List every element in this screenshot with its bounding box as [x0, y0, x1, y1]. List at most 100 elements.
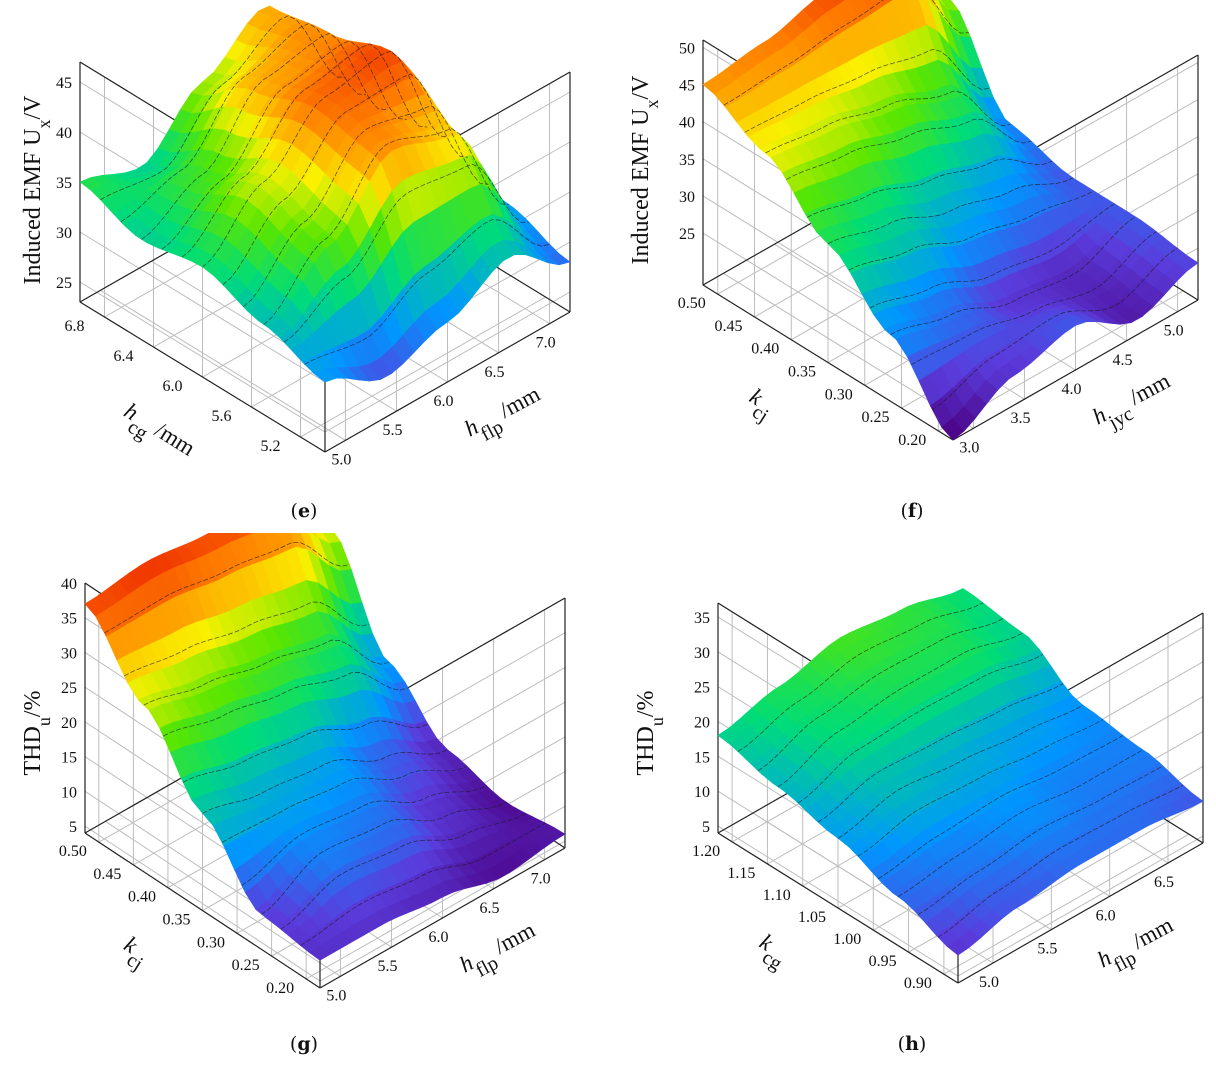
axis-edge — [319, 847, 566, 989]
y-tick-label: 0.45 — [93, 866, 121, 883]
axis-edge — [952, 299, 1199, 441]
x-tick-label: 5.0 — [1164, 323, 1184, 340]
tick-labels: 5.0 5.5 6.0 6.5 7.0 5.2 5.6 6.0 6.4 6.8 25 30 35 40 45 — [56, 75, 556, 468]
z-axis-title-unit: /% — [633, 691, 659, 718]
z-axis-title-sub: x — [34, 120, 54, 129]
contour-line — [911, 231, 1157, 365]
contour-line — [837, 704, 1084, 839]
z-tick-label: 25 — [61, 680, 77, 697]
y-tick-label: 1.20 — [692, 843, 720, 860]
y-tick-label: 1.00 — [833, 931, 861, 948]
contour-line — [202, 50, 448, 268]
z-tick-label: 25 — [679, 226, 695, 243]
contour-line — [304, 219, 550, 365]
z-tick-label: 15 — [61, 750, 77, 767]
x-tick-label: 5.0 — [326, 987, 346, 1004]
y-tick-label: 0.90 — [904, 975, 932, 992]
surface-chart-e: 5.0 5.5 6.0 6.5 7.0 5.2 5.6 6.0 6.4 6.8 25 30 35 40 45… — [20, 5, 571, 468]
z-tick-label: 5 — [69, 819, 77, 836]
x-tick-label: 5.5 — [382, 422, 402, 439]
y-tick-label: 6.0 — [163, 378, 183, 395]
z-tick-label: 20 — [61, 715, 77, 732]
z-axis-title-main: Induced EMF U — [628, 109, 654, 265]
z-tick-label: 35 — [56, 175, 72, 192]
x-tick-label: 5.5 — [377, 958, 397, 975]
y-tick-label: 6.4 — [114, 348, 134, 365]
z-axis-title-sub: u — [647, 717, 667, 726]
contour-line — [744, 48, 990, 133]
axis-edge — [957, 842, 1204, 984]
tick-labels: 5.0 5.5 6.0 6.5 7.0 0.20 0.25 0.30 0.35 0.40 0.45 0… — [59, 576, 551, 1004]
y-tick-label: 0.95 — [869, 953, 897, 970]
chart-panel-f: 3.0 3.5 4.0 4.5 5.0 0.20 0.25 0.30 0.35 0.40 0.45 0… — [608, 0, 1216, 533]
tick-labels: 3.0 3.5 4.0 4.5 5.0 0.20 0.25 0.30 0.35 0.40 0.45 0… — [678, 40, 1184, 456]
contour-line — [243, 105, 489, 308]
contour-line — [104, 541, 350, 634]
contour-line — [797, 654, 1044, 804]
contour-line — [161, 40, 407, 250]
x-tick-label: 6.5 — [1154, 874, 1174, 891]
z-tick-label: 5 — [702, 819, 710, 836]
contour-line — [817, 683, 1064, 823]
contour-line — [280, 813, 526, 930]
x-axis-title-unit: /mm — [490, 381, 544, 426]
x-tick-label: 4.0 — [1062, 381, 1082, 398]
z-axis-title-sub: x — [642, 100, 662, 109]
z-tick-label: 35 — [679, 152, 695, 169]
y-axis-title: kcj — [114, 932, 154, 976]
contour-line — [897, 749, 1144, 898]
tick-labels: 5.0 5.5 6.0 6.5 0.90 0.95 1.00 1.05 1.10 1.15 1.20… — [692, 610, 1174, 992]
contour-line — [221, 765, 468, 843]
surface — [702, 0, 1199, 441]
contour-line — [182, 720, 429, 783]
x-axis-title-unit: /mm — [1120, 368, 1174, 413]
z-tick-label: 40 — [61, 576, 77, 593]
x-tick-label: 3.5 — [1010, 410, 1030, 427]
contour-line — [222, 73, 468, 285]
surface — [84, 533, 566, 961]
y-tick-label: 0.40 — [128, 889, 156, 906]
contour-line — [100, 15, 346, 200]
surface — [717, 588, 1204, 956]
y-tick-label: 0.40 — [751, 341, 779, 358]
z-axis-title: THDu/% — [20, 691, 54, 776]
z-axis-title-unit: /V — [628, 75, 654, 100]
contour-line — [120, 23, 366, 223]
y-tick-label: 0.45 — [714, 318, 742, 335]
y-axis-title-unit: /mm — [146, 414, 200, 461]
caption-label-f: f — [907, 500, 917, 522]
y-tick-label: 1.05 — [798, 909, 826, 926]
y-tick-label: 0.50 — [59, 843, 87, 860]
contour-line — [937, 784, 1184, 938]
y-axis-title: kcg — [750, 929, 794, 975]
y-tick-label: 0.20 — [898, 432, 926, 449]
surface-patch — [941, 418, 965, 441]
x-tick-label: 3.0 — [959, 439, 979, 456]
z-tick-label: 20 — [694, 714, 710, 731]
caption-h: (h) — [897, 1033, 927, 1055]
surface-patch — [313, 368, 337, 383]
surface-patch — [946, 938, 970, 956]
x-axis-title: hflp /mm — [460, 381, 549, 451]
y-tick-label: 5.2 — [261, 438, 281, 455]
x-tick-label: 6.0 — [1096, 907, 1116, 924]
z-tick-label: 30 — [694, 645, 710, 662]
contour-line — [807, 158, 1053, 218]
contour-line — [777, 632, 1024, 788]
z-tick-label: 35 — [61, 611, 77, 628]
contour-line — [241, 785, 487, 886]
contour-line — [143, 639, 389, 706]
x-tick-label: 7.0 — [531, 871, 551, 888]
axis-edge — [79, 301, 326, 453]
z-tick-label: 10 — [694, 784, 710, 801]
y-tick-label: 0.25 — [232, 957, 260, 974]
z-axis-title-main: THD — [20, 726, 46, 775]
z-tick-label: 35 — [694, 610, 710, 627]
caption-g: (g) — [289, 1033, 319, 1055]
z-tick-label: 10 — [61, 784, 77, 801]
z-tick-label: 15 — [694, 749, 710, 766]
z-tick-label: 25 — [56, 275, 72, 292]
caption-label-g: g — [297, 1033, 311, 1055]
y-tick-label: 0.35 — [788, 364, 816, 381]
caption-label-e: e — [297, 500, 311, 522]
